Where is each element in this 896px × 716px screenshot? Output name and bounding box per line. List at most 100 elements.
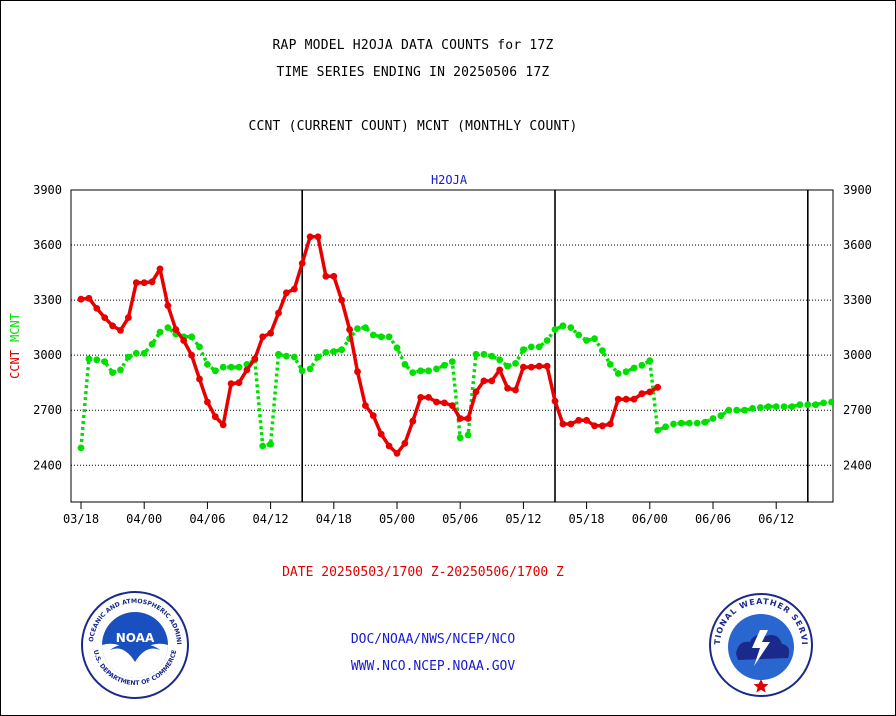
data-point-ccnt	[472, 388, 480, 396]
data-point-ccnt	[456, 415, 464, 422]
data-point-ccnt	[188, 351, 196, 359]
website-link[interactable]: WWW.NCO.NCEP.NOAA.GOV	[350, 659, 516, 674]
y-tick-label-right: 2700	[843, 403, 872, 417]
data-point-mcnt	[772, 403, 780, 410]
chart-title-line-2: TIME SERIES ENDING IN 20250506 17Z	[276, 65, 550, 80]
data-point-ccnt	[172, 326, 180, 333]
data-point-ccnt	[259, 333, 267, 341]
data-point-mcnt	[828, 398, 833, 406]
data-point-mcnt	[409, 369, 417, 376]
data-point-mcnt	[685, 419, 693, 427]
data-point-ccnt	[543, 362, 551, 370]
data-point-ccnt	[227, 380, 235, 387]
data-point-ccnt	[520, 363, 527, 371]
data-point-mcnt	[148, 340, 156, 348]
data-point-ccnt	[362, 402, 369, 409]
data-point-mcnt	[164, 324, 172, 331]
y-tick-label-right: 3300	[843, 293, 872, 307]
data-point-mcnt	[820, 399, 827, 407]
data-point-mcnt	[701, 418, 709, 426]
data-point-mcnt	[535, 343, 543, 351]
data-point-ccnt	[346, 326, 353, 333]
series-ccnt	[77, 233, 662, 457]
data-point-mcnt	[330, 348, 338, 355]
data-point-mcnt	[267, 440, 274, 448]
data-point-mcnt	[757, 404, 764, 411]
data-point-ccnt	[377, 430, 385, 438]
data-point-mcnt	[298, 367, 306, 375]
y-tick-label-left: 3300	[33, 293, 62, 307]
data-point-mcnt	[354, 325, 361, 332]
data-point-mcnt	[425, 367, 432, 375]
data-point-mcnt	[196, 343, 203, 351]
data-point-ccnt	[654, 383, 662, 391]
data-point-ccnt	[306, 233, 314, 241]
x-tick-label: 05/06	[442, 512, 478, 526]
data-point-mcnt	[733, 406, 741, 414]
data-point-ccnt	[559, 420, 567, 428]
noaa-wordmark: NOAA	[116, 631, 155, 645]
data-point-mcnt	[322, 349, 330, 356]
data-point-ccnt	[606, 420, 614, 428]
data-point-ccnt	[140, 279, 148, 287]
org-path-label: DOC/NOAA/NWS/NCEP/NCO	[350, 632, 516, 647]
nws-logo: NATIONAL WEATHER SERVICE	[708, 592, 813, 697]
data-point-mcnt	[646, 357, 654, 365]
data-point-mcnt	[622, 368, 630, 376]
data-point-mcnt	[77, 444, 85, 452]
plot-frame	[70, 189, 834, 503]
data-point-mcnt	[512, 360, 519, 367]
y-tick-label-left: 3900	[33, 183, 62, 197]
data-point-ccnt	[101, 314, 109, 321]
data-point-mcnt	[188, 333, 196, 341]
data-point-ccnt	[180, 337, 188, 344]
data-point-ccnt	[251, 355, 259, 363]
data-point-mcnt	[259, 442, 267, 450]
data-point-mcnt	[567, 324, 575, 331]
data-point-ccnt	[567, 420, 575, 428]
y-axis-label-mcnt: MCNT	[8, 313, 22, 342]
x-tick-label: 04/18	[316, 512, 352, 526]
data-point-mcnt	[275, 350, 282, 358]
data-point-mcnt	[764, 403, 772, 410]
noaa-logo: NATIONAL OCEANIC AND ATMOSPHERIC ADMINIS…	[80, 590, 189, 699]
data-point-ccnt	[448, 402, 456, 409]
date-range-label: DATE 20250503/1700 Z-20250506/1700 Z	[282, 565, 564, 580]
data-point-ccnt	[204, 398, 211, 406]
data-point-mcnt	[290, 353, 298, 361]
data-point-mcnt	[101, 358, 109, 365]
data-point-mcnt	[306, 365, 314, 373]
data-point-ccnt	[575, 416, 583, 424]
data-point-mcnt	[496, 356, 504, 364]
y-tick-label-right: 3000	[843, 348, 872, 362]
data-point-mcnt	[124, 353, 132, 361]
data-point-ccnt	[425, 394, 432, 401]
data-point-ccnt	[298, 260, 306, 267]
data-point-mcnt	[693, 419, 701, 427]
x-tick-label: 06/12	[758, 512, 794, 526]
data-point-mcnt	[717, 412, 725, 420]
data-point-ccnt	[109, 322, 116, 330]
data-point-mcnt	[362, 324, 369, 331]
data-point-mcnt	[709, 415, 717, 422]
chart-series	[77, 233, 833, 457]
data-point-mcnt	[480, 350, 488, 358]
data-point-mcnt	[235, 363, 243, 371]
data-point-ccnt	[369, 412, 377, 420]
x-tick-label: 04/06	[189, 512, 225, 526]
chart-grid	[70, 189, 834, 509]
x-tick-label: 06/06	[695, 512, 731, 526]
data-point-ccnt	[275, 309, 282, 317]
data-point-mcnt	[156, 328, 164, 336]
data-point-ccnt	[77, 295, 85, 303]
chart-legend-description: CCNT (CURRENT COUNT) MCNT (MONTHLY COUNT…	[248, 119, 578, 134]
data-point-mcnt	[678, 419, 685, 427]
data-point-ccnt	[638, 390, 646, 398]
data-point-mcnt	[488, 352, 496, 360]
data-point-ccnt	[622, 395, 630, 403]
data-point-ccnt	[393, 450, 401, 457]
data-point-ccnt	[417, 394, 425, 401]
data-point-mcnt	[433, 365, 440, 373]
data-point-ccnt	[630, 395, 638, 403]
data-point-ccnt	[290, 285, 298, 293]
